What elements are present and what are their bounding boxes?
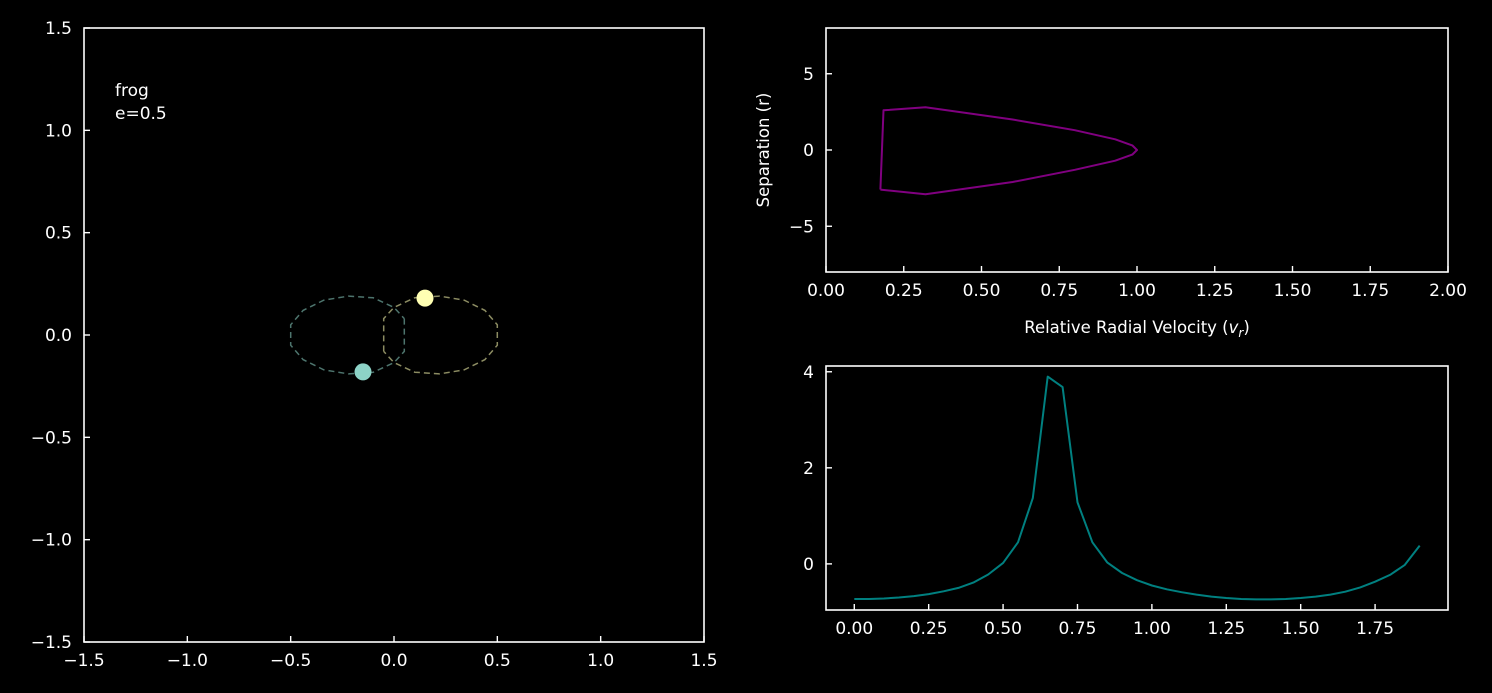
x-tick-label: 0.75	[1059, 619, 1097, 639]
orbit-plot-frame	[83, 27, 705, 643]
y-tick-label: 1.0	[45, 121, 72, 141]
x-tick-label: 1.25	[1196, 281, 1234, 301]
body-marker-2	[416, 289, 434, 307]
x-tick-label: 0.0	[380, 651, 407, 671]
y-tick-label: 4	[803, 363, 814, 383]
x-label-variable: v	[1229, 318, 1239, 337]
x-tick-label: −0.5	[270, 651, 311, 671]
x-tick-label: 0.75	[1040, 281, 1078, 301]
orbit-plot-panel: −1.5 −1.0 −0.5 0.0 0.5 1.0 1.5 −1.5 −1.0 −0.5 0.0 0…	[31, 19, 718, 671]
x-tick-label: 1.75	[1351, 281, 1389, 301]
y-tick-label: 0	[803, 141, 814, 161]
phase-plot-x-axis-label: Relative Radial Velocity (vr)	[1024, 318, 1250, 340]
phase-plot-panel: 0.00 0.25 0.50 0.75 1.00 1.25 1.50 1.75 2.00 −5 0 5…	[754, 27, 1467, 340]
spectrum-plot-content	[854, 375, 1421, 601]
body-marker-1	[354, 363, 372, 381]
orbit-path-2	[382, 295, 499, 375]
y-tick-label: 1.5	[45, 19, 72, 39]
spectrum-plot-panel: 0.00 0.25 0.50 0.75 1.00 1.25 1.50 1.75 0 2 4	[803, 363, 1449, 639]
y-tick-label: −5	[789, 217, 814, 237]
x-tick-label: 1.50	[1282, 619, 1320, 639]
phase-trajectory-line	[879, 106, 1138, 196]
phase-plot-content	[879, 106, 1138, 196]
x-tick-label: 0.00	[835, 619, 873, 639]
x-tick-label: 0.50	[984, 619, 1022, 639]
y-tick-label: −1.0	[31, 531, 72, 551]
y-tick-label: −1.5	[31, 633, 72, 653]
x-tick-label: 1.0	[587, 651, 614, 671]
x-tick-label: −1.5	[63, 651, 104, 671]
y-tick-label: −0.5	[31, 428, 72, 448]
x-tick-label: 1.25	[1207, 619, 1245, 639]
spectrum-line	[854, 375, 1421, 601]
x-tick-label: 1.00	[1118, 281, 1156, 301]
x-tick-label: 0.25	[885, 281, 923, 301]
phase-plot-ticks: 0.00 0.25 0.50 0.75 1.00 1.25 1.50 1.75 2.00 −5 0 5	[789, 65, 1467, 301]
orbit-annotation-line-2: e=0.5	[115, 104, 167, 124]
x-tick-label: 0.00	[807, 281, 845, 301]
y-tick-label: 0.0	[45, 326, 72, 346]
x-tick-label: 2.00	[1429, 281, 1467, 301]
y-tick-label: 2	[803, 459, 814, 479]
x-label-prefix: Relative Radial Velocity (	[1024, 318, 1228, 337]
x-tick-label: 0.50	[963, 281, 1001, 301]
x-label-subscript: r	[1238, 326, 1244, 340]
phase-plot-y-axis-label: Separation (r)	[754, 93, 773, 208]
orbit-plot-ticks: −1.5 −1.0 −0.5 0.0 0.5 1.0 1.5 −1.5 −1.0 −0.5 0.0 0…	[31, 19, 718, 671]
x-tick-label: −1.0	[167, 651, 208, 671]
x-tick-label: 1.50	[1274, 281, 1312, 301]
x-label-suffix: )	[1243, 318, 1249, 337]
phase-plot-frame	[825, 27, 1449, 273]
y-tick-label: 5	[803, 65, 814, 85]
x-tick-label: 1.75	[1356, 619, 1394, 639]
x-tick-label: 1.00	[1133, 619, 1171, 639]
spectrum-plot-ticks: 0.00 0.25 0.50 0.75 1.00 1.25 1.50 1.75 0 2 4	[803, 363, 1394, 639]
y-tick-label: 0	[803, 555, 814, 575]
x-tick-label: 0.5	[484, 651, 511, 671]
orbit-path-1	[289, 295, 406, 375]
x-tick-label: 0.25	[910, 619, 948, 639]
y-tick-label: 0.5	[45, 224, 72, 244]
x-tick-label: 1.5	[690, 651, 717, 671]
orbit-annotation-line-1: frog	[115, 81, 149, 101]
orbit-plot-content	[289, 289, 499, 381]
spectrum-plot-frame	[825, 365, 1449, 611]
